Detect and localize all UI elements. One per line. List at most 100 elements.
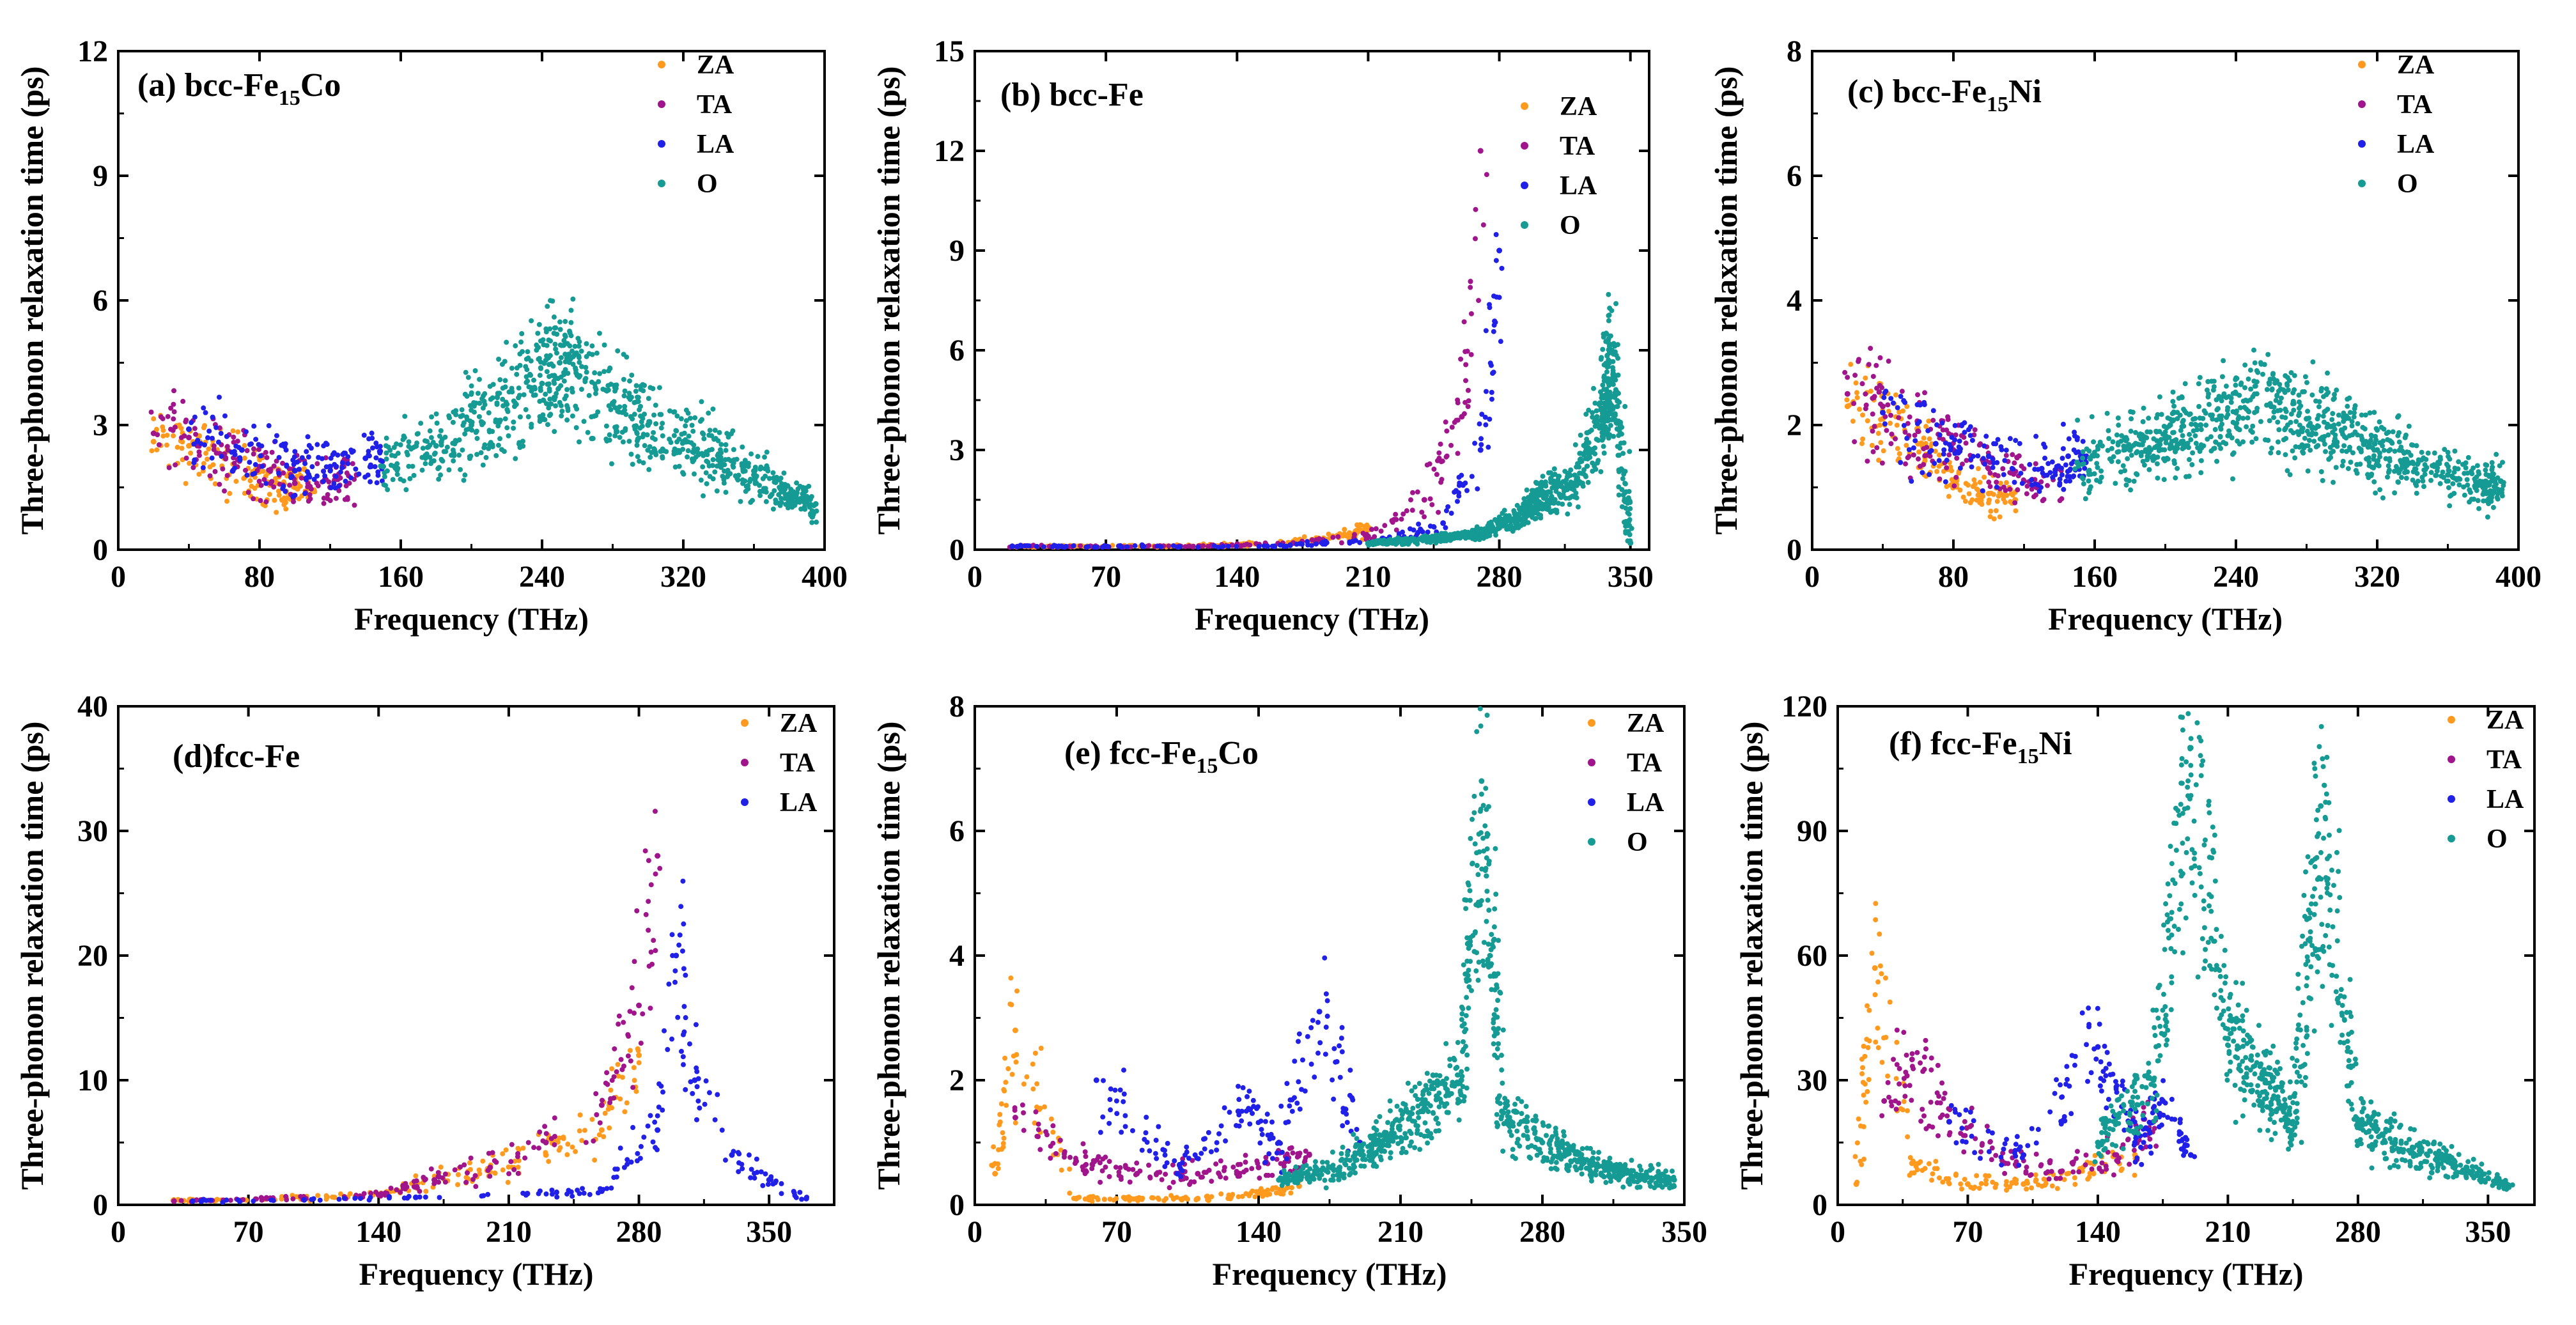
data-point xyxy=(442,1179,448,1185)
data-point xyxy=(710,457,716,463)
data-point xyxy=(683,418,689,424)
x-tick-label: 160 xyxy=(2072,560,2118,594)
data-point xyxy=(553,346,559,352)
data-point xyxy=(333,495,339,501)
data-point xyxy=(2088,484,2093,490)
data-point xyxy=(2309,392,2315,398)
data-point xyxy=(1591,385,1597,391)
data-point xyxy=(474,435,480,441)
data-point xyxy=(2395,433,2401,438)
data-point xyxy=(513,401,519,407)
data-point xyxy=(251,496,256,502)
data-point xyxy=(1200,543,1206,548)
data-point xyxy=(1464,488,1470,493)
data-point xyxy=(2248,386,2254,392)
data-point xyxy=(196,453,202,458)
data-point xyxy=(1205,543,1211,549)
data-point xyxy=(1389,518,1395,523)
data-point xyxy=(516,385,522,391)
data-point xyxy=(1301,534,1307,539)
data-point xyxy=(1904,435,1910,441)
data-point xyxy=(754,473,759,479)
panel-title-main: (b) bcc-Fe xyxy=(1000,77,1144,113)
data-point xyxy=(1623,529,1629,534)
data-point xyxy=(291,480,298,486)
data-point xyxy=(593,391,598,396)
data-point xyxy=(658,425,664,431)
data-point xyxy=(646,467,652,472)
data-point xyxy=(622,407,628,413)
data-point xyxy=(1472,440,1478,446)
data-point xyxy=(2114,432,2120,438)
data-point xyxy=(1872,394,1877,399)
data-point xyxy=(2120,463,2126,469)
data-point xyxy=(600,386,606,392)
data-point xyxy=(570,1193,575,1199)
data-point xyxy=(2264,387,2270,392)
data-point xyxy=(683,1087,688,1092)
data-point xyxy=(1943,479,1948,484)
data-point xyxy=(645,447,651,453)
data-point xyxy=(263,499,269,505)
data-point xyxy=(2007,436,2013,442)
data-point xyxy=(628,1159,634,1165)
data-point xyxy=(656,1081,662,1087)
data-point xyxy=(2483,467,2488,473)
data-point xyxy=(481,445,487,451)
data-point xyxy=(2267,401,2273,407)
data-point xyxy=(1472,236,1478,242)
data-point xyxy=(564,341,570,346)
data-point xyxy=(2134,450,2139,456)
data-point xyxy=(1922,390,1928,396)
data-point xyxy=(2416,457,2421,463)
data-point xyxy=(561,1135,566,1140)
data-point xyxy=(656,385,662,391)
data-point xyxy=(2134,472,2140,477)
data-point xyxy=(721,480,727,486)
data-point xyxy=(517,414,523,420)
data-point xyxy=(1434,532,1439,538)
data-point xyxy=(782,495,788,501)
data-point xyxy=(1493,231,1499,237)
data-point xyxy=(616,1021,621,1027)
data-point xyxy=(704,481,710,486)
data-point xyxy=(2288,411,2294,417)
data-point xyxy=(2371,453,2377,459)
data-point xyxy=(2002,458,2008,463)
data-point xyxy=(612,405,618,411)
data-point xyxy=(605,383,611,389)
data-point xyxy=(472,368,478,374)
data-point xyxy=(601,342,607,348)
data-point xyxy=(201,405,206,411)
data-point xyxy=(2230,391,2236,396)
x-tick-label: 80 xyxy=(1938,560,1969,594)
data-point xyxy=(2170,430,2176,435)
data-point xyxy=(1986,479,1992,485)
data-point xyxy=(433,411,439,417)
data-point xyxy=(597,1120,603,1126)
data-point xyxy=(1477,421,1482,427)
data-point xyxy=(437,465,442,470)
data-point xyxy=(739,1161,745,1167)
data-point xyxy=(1914,392,1920,398)
data-point xyxy=(1889,431,1895,437)
data-point xyxy=(1402,536,1408,541)
data-point xyxy=(1997,514,2003,520)
data-point xyxy=(1969,437,1975,443)
data-point xyxy=(1480,222,1486,228)
data-point xyxy=(423,1176,428,1182)
y-tick-label: 10 xyxy=(77,1064,108,1097)
data-point xyxy=(2369,433,2375,439)
data-point xyxy=(683,1015,688,1021)
data-point xyxy=(1927,436,1932,442)
data-point xyxy=(164,442,169,448)
y-axis-title: Three-phonon relaxation time (ps) xyxy=(871,66,906,535)
data-point xyxy=(653,871,658,877)
data-point xyxy=(618,1057,624,1062)
data-point xyxy=(191,441,197,447)
data-point xyxy=(1602,375,1608,380)
data-point xyxy=(545,304,550,309)
data-point xyxy=(596,1132,602,1138)
data-point xyxy=(2378,424,2384,430)
